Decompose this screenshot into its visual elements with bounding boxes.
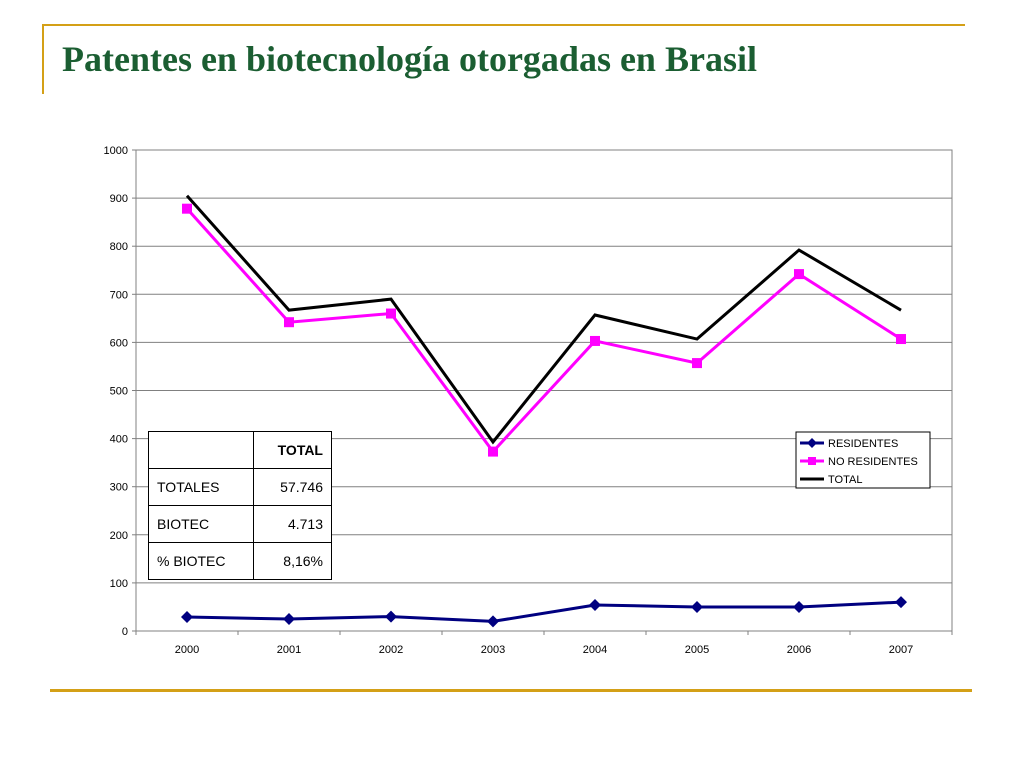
x-tick-label: 2004	[583, 644, 607, 656]
data-point-residentes	[487, 615, 499, 628]
data-point-residentes	[793, 600, 805, 613]
data-point-no-residentes	[182, 203, 192, 214]
y-tick-label: 700	[110, 289, 128, 301]
summary-value: 57.746	[253, 468, 332, 506]
data-point-no-residentes	[386, 308, 396, 319]
series-layer	[181, 194, 907, 628]
data-point-residentes	[895, 596, 907, 609]
y-tick-label: 800	[110, 241, 128, 253]
data-point-no-residentes	[590, 335, 600, 346]
table-row: % BIOTEC 8,16%	[148, 542, 332, 580]
summary-header-row: TOTAL	[148, 431, 332, 469]
y-tick-label: 300	[110, 482, 128, 494]
series-line-total	[185, 194, 902, 445]
legend-label-no-residentes: NO RESIDENTES	[828, 456, 918, 468]
legend-label-residentes: RESIDENTES	[828, 438, 898, 450]
summary-label: BIOTEC	[148, 505, 254, 543]
summary-label: % BIOTEC	[148, 542, 254, 580]
data-point-no-residentes	[794, 269, 804, 280]
top-accent-line	[43, 24, 965, 26]
series-line-no-residentes	[185, 207, 902, 454]
summary-value: 8,16%	[253, 542, 332, 580]
y-tick-label: 0	[122, 626, 128, 638]
legend: RESIDENTES NO RESIDENTES TOTAL	[795, 431, 931, 489]
left-accent-line	[42, 24, 44, 94]
bottom-accent-line	[50, 689, 972, 692]
summary-header-total: TOTAL	[253, 431, 332, 469]
legend-marker-residentes	[807, 438, 817, 448]
legend-label-total: TOTAL	[828, 474, 862, 486]
data-point-no-residentes	[488, 446, 498, 457]
x-tick-label: 2001	[277, 644, 301, 656]
y-tick-label: 900	[110, 193, 128, 205]
series-line-residentes	[186, 600, 902, 623]
table-row: BIOTEC 4.713	[148, 505, 332, 543]
summary-table: TOTAL TOTALES 57.746 BIOTEC 4.713 % BIOT…	[148, 431, 332, 580]
summary-header-empty	[148, 431, 254, 469]
x-tick-label: 2007	[889, 644, 913, 656]
slide-title: Patentes en biotecnología otorgadas en B…	[62, 39, 757, 79]
legend-marker-no-residentes	[808, 457, 816, 465]
data-point-residentes	[691, 600, 703, 613]
data-point-residentes	[385, 610, 397, 623]
y-axis-ticks: 0 100 200 300 400 500 600 700 800 900 1000	[104, 145, 136, 638]
x-tick-label: 2003	[481, 644, 505, 656]
data-point-no-residentes	[692, 358, 702, 369]
y-tick-label: 1000	[104, 145, 128, 157]
x-tick-label: 2002	[379, 644, 403, 656]
summary-label: TOTALES	[148, 468, 254, 506]
y-tick-label: 200	[110, 530, 128, 542]
x-tick-label: 2005	[685, 644, 709, 656]
table-row: TOTALES 57.746	[148, 468, 332, 506]
data-point-no-residentes	[896, 334, 906, 345]
x-tick-label: 2006	[787, 644, 811, 656]
summary-value: 4.713	[253, 505, 332, 543]
y-tick-label: 400	[110, 434, 128, 446]
data-point-residentes	[589, 599, 601, 612]
x-axis-ticks: 2000 2001 2002 2003 2004 2005 2006 2007	[135, 631, 953, 656]
y-tick-label: 600	[110, 337, 128, 349]
data-point-no-residentes	[284, 317, 294, 328]
y-tick-label: 100	[110, 578, 128, 590]
x-tick-label: 2000	[175, 644, 199, 656]
data-point-residentes	[283, 612, 295, 625]
y-tick-label: 500	[110, 386, 128, 398]
data-point-residentes	[181, 611, 193, 624]
